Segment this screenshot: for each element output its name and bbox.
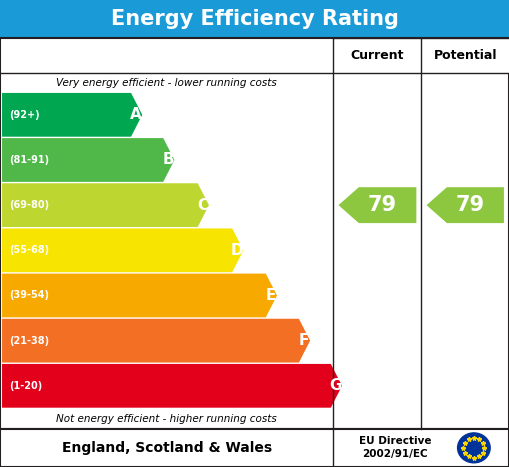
Text: Current: Current — [351, 50, 404, 62]
Polygon shape — [2, 274, 277, 318]
Text: EU Directive
2002/91/EC: EU Directive 2002/91/EC — [359, 436, 431, 460]
Text: England, Scotland & Wales: England, Scotland & Wales — [62, 441, 272, 455]
Text: (1-20): (1-20) — [9, 381, 42, 391]
Text: G: G — [330, 378, 342, 393]
Bar — [0, 0, 509, 38]
Text: Energy Efficiency Rating: Energy Efficiency Rating — [110, 9, 399, 29]
Polygon shape — [2, 93, 142, 137]
Text: Not energy efficient - higher running costs: Not energy efficient - higher running co… — [56, 414, 277, 424]
Text: 79: 79 — [368, 195, 397, 215]
Polygon shape — [2, 364, 342, 408]
Text: (69-80): (69-80) — [9, 200, 49, 210]
Polygon shape — [2, 183, 209, 227]
Text: (81-91): (81-91) — [9, 155, 49, 165]
Text: C: C — [197, 198, 208, 212]
Text: B: B — [162, 153, 174, 168]
Text: Very energy efficient - lower running costs: Very energy efficient - lower running co… — [56, 78, 277, 88]
Text: F: F — [299, 333, 309, 348]
Polygon shape — [2, 138, 175, 182]
Bar — [0, 38, 509, 429]
Text: A: A — [130, 107, 142, 122]
Text: (21-38): (21-38) — [9, 336, 49, 346]
Polygon shape — [338, 187, 416, 223]
Circle shape — [458, 433, 490, 463]
Polygon shape — [2, 319, 310, 362]
Text: (55-68): (55-68) — [9, 245, 49, 255]
Text: (39-54): (39-54) — [9, 290, 49, 300]
Polygon shape — [427, 187, 504, 223]
Text: D: D — [231, 243, 244, 258]
Text: Potential: Potential — [434, 50, 497, 62]
Bar — [333, 38, 509, 73]
Text: E: E — [266, 288, 276, 303]
Polygon shape — [2, 228, 243, 272]
Bar — [0, 429, 509, 467]
Text: 79: 79 — [456, 195, 485, 215]
Text: (92+): (92+) — [9, 110, 40, 120]
